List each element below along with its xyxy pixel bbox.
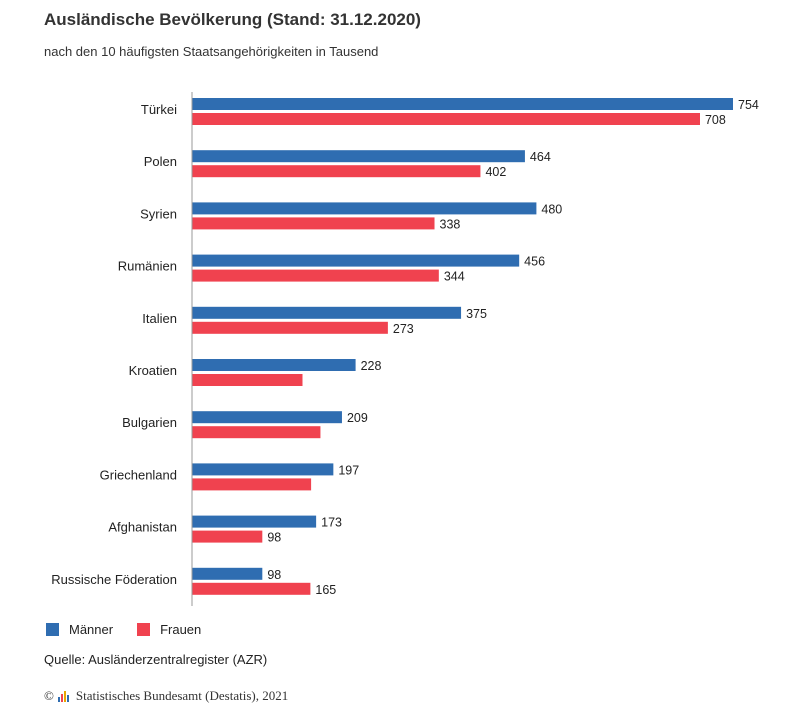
value-label-frauen-polen: 402 [485,165,506,179]
source-note: Quelle: Ausländerzentralregister (AZR) [44,652,268,667]
value-label-maenner-türkei: 754 [738,98,759,112]
bar-frauen-syrien [192,217,435,230]
legend-label-frauen: Frauen [160,622,202,637]
bar-maenner-italien [192,306,462,319]
value-label-maenner-syrien: 480 [541,202,562,216]
bar-frauen-kroatien [192,374,303,386]
value-label-maenner-bulgarien: 209 [347,411,368,425]
value-label-maenner-italien: 375 [466,307,487,321]
category-label-rumänien: Rumänien [118,259,177,274]
bar-frauen-italien [192,321,388,334]
bar-frauen-polen [192,165,481,178]
category-label-griechenland: Griechenland [100,467,177,482]
bar-maenner-polen [192,150,525,163]
value-label-frauen-italien: 273 [393,322,414,336]
legend: Männer Frauen [46,622,225,637]
legend-item-frauen: Frauen [137,622,201,637]
bar-maenner-türkei [192,98,733,110]
legend-label-maenner: Männer [69,622,114,637]
category-label-afghanistan: Afghanistan [108,520,177,535]
bar-frauen-rumänien [192,269,439,282]
value-label-maenner-rumänien: 456 [524,255,545,269]
bar-maenner-griechenland [192,463,334,476]
bar-frauen-griechenland [192,478,312,491]
bar-frauen-afghanistan [192,530,263,543]
category-label-polen: Polen [144,154,177,169]
bar-frauen-türkei [192,113,700,125]
value-label-maenner-russische-föderation: 98 [267,568,281,582]
chart-title: Ausländische Bevölkerung (Stand: 31.12.2… [44,10,421,29]
value-label-maenner-kroatien: 228 [361,359,382,373]
category-label-bulgarien: Bulgarien [122,415,177,430]
publisher-text: Statistisches Bundesamt (Destatis), 2021 [75,688,289,703]
legend-item-maenner: Männer [46,622,113,637]
bar-chart: Türkei Polen Syrien Rumänien Italien Kroatien… [51,92,759,606]
footer: © Statistisches Bundesamt (Destatis), 20… [44,688,288,704]
bar-frauen-russische-föderation [192,582,311,595]
category-label-italien: Italien [142,311,177,326]
value-label-maenner-afghanistan: 173 [321,516,342,530]
category-label-türkei: Türkei [141,102,177,117]
value-label-maenner-polen: 464 [530,150,551,164]
value-label-frauen-syrien: 338 [440,217,461,231]
value-label-frauen-afghanistan: 98 [267,531,281,545]
value-label-frauen-russische-föderation: 165 [315,583,336,597]
bar-frauen-bulgarien [192,426,321,439]
value-label-frauen-rumänien: 344 [444,270,465,284]
bar-maenner-afghanistan [192,515,317,528]
destatis-logo-icon [57,690,70,702]
chart-subtitle: nach den 10 häufigsten Staatsangehörigke… [44,44,379,59]
bar-maenner-kroatien [192,359,356,371]
value-label-frauen-türkei: 708 [705,113,726,127]
bar-maenner-syrien [192,202,537,215]
legend-swatch-maenner [46,623,59,636]
bar-maenner-bulgarien [192,411,342,424]
category-label-russische-föderation: Russische Föderation [51,572,177,587]
copyright-symbol: © [44,688,54,703]
bar-maenner-rumänien [192,254,520,267]
value-label-maenner-griechenland: 197 [338,463,359,477]
bar-maenner-russische-föderation [192,567,263,580]
legend-swatch-frauen [137,623,151,636]
category-label-kroatien: Kroatien [129,363,177,378]
category-label-syrien: Syrien [140,206,177,221]
